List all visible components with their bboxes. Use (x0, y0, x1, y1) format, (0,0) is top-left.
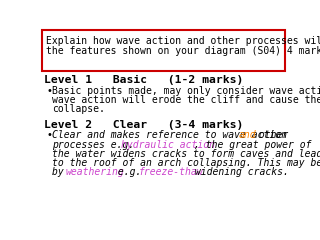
Text: processes e.g.: processes e.g. (52, 140, 140, 150)
Text: to the roof of an arch collapsing. This may be helped: to the roof of an arch collapsing. This … (52, 158, 320, 168)
Text: collapse.: collapse. (52, 104, 105, 114)
Text: Level 2   Clear   (3-4 marks): Level 2 Clear (3-4 marks) (44, 120, 243, 130)
Text: , the great power of: , the great power of (194, 140, 311, 150)
Text: e.g.: e.g. (112, 168, 147, 177)
Text: Basic points made, may only consider wave action e.g.: Basic points made, may only consider wav… (52, 86, 320, 96)
Text: Clear and makes reference to wave action: Clear and makes reference to wave action (52, 131, 293, 140)
Text: Level 1   Basic   (1-2 marks): Level 1 Basic (1-2 marks) (44, 75, 243, 85)
Text: freeze-thaw: freeze-thaw (139, 168, 204, 177)
Text: Explain how wave action and other processes will help to create: Explain how wave action and other proces… (46, 36, 320, 47)
Text: •: • (46, 131, 52, 140)
Text: other: other (253, 131, 288, 140)
Text: wave action will erode the cliff and cause the arch to: wave action will erode the cliff and cau… (52, 95, 320, 105)
Text: weathering: weathering (66, 168, 125, 177)
Text: and: and (239, 131, 257, 140)
Text: hydraulic action: hydraulic action (121, 140, 215, 150)
Text: the water widens cracks to form caves and leads: the water widens cracks to form caves an… (52, 149, 320, 159)
Text: widening cracks.: widening cracks. (189, 168, 289, 177)
Text: the features shown on your diagram (S04) 4 marks: the features shown on your diagram (S04)… (46, 46, 320, 56)
FancyBboxPatch shape (42, 30, 285, 71)
Text: •: • (46, 86, 52, 96)
Text: by: by (52, 168, 70, 177)
